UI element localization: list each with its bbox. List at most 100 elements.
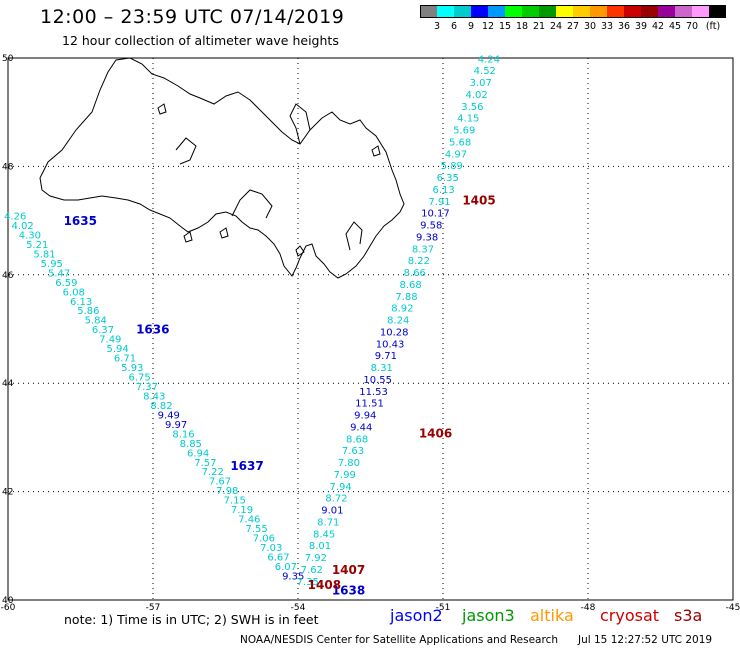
legend-swatch xyxy=(692,5,709,18)
pass-time-label: 1407 xyxy=(332,563,365,577)
wave-height-value: 4.02 xyxy=(11,221,33,232)
legend-swatch xyxy=(607,5,624,18)
generated-timestamp: Jul 15 12:27:52 UTC 2019 xyxy=(578,634,713,646)
wave-height-value: 4.30 xyxy=(19,231,41,242)
wave-height-value: 4.02 xyxy=(465,90,487,101)
coastline-inlet-4 xyxy=(175,137,197,165)
wave-height-value: 6.35 xyxy=(437,173,459,184)
wave-height-value: 5.81 xyxy=(33,249,55,260)
wave-height-value: 7.98 xyxy=(216,486,238,497)
wave-height-value: 9.49 xyxy=(158,410,180,421)
legend-label: 9 xyxy=(467,21,475,32)
wave-height-value: 5.21 xyxy=(26,240,48,251)
satellite-jason2: jason2 xyxy=(390,606,443,625)
map-title: 12:00 – 23:59 UTC 07/14/2019 xyxy=(40,6,345,28)
wave-height-value: 6.75 xyxy=(128,373,150,384)
legend-label: 24 xyxy=(549,21,563,32)
legend-label: 45 xyxy=(668,21,682,32)
longitude-label: -45 xyxy=(726,603,740,613)
legend-swatch xyxy=(675,5,692,18)
wave-height-value: 5.69 xyxy=(453,126,475,137)
pass-time-label: 1408 xyxy=(308,578,341,592)
wave-height-value: 6.37 xyxy=(92,325,114,336)
wave-height-value: 5.93 xyxy=(121,363,143,374)
wave-height-value: 6.13 xyxy=(70,297,92,308)
legend-swatch xyxy=(573,5,590,18)
wave-height-value: 6.59 xyxy=(55,278,77,289)
legend-label: 70 xyxy=(685,21,699,32)
legend-swatch xyxy=(709,5,726,18)
longitude-label: -60 xyxy=(1,603,16,613)
satellite-cryosat: cryosat xyxy=(600,606,660,625)
legend-label: 36 xyxy=(617,21,631,32)
wave-height-value: 11.51 xyxy=(355,399,384,410)
wave-height-value: 10.17 xyxy=(421,209,450,220)
wave-height-value: 10.55 xyxy=(363,375,392,386)
wave-height-value: 7.03 xyxy=(260,543,282,554)
wave-height-value: 7.80 xyxy=(338,458,360,469)
wave-height-value: 3.07 xyxy=(470,78,492,89)
wave-height-value: 5.47 xyxy=(48,268,70,279)
legend-label: 42 xyxy=(651,21,665,32)
newfoundland-coastline xyxy=(39,57,405,279)
legend-label: 33 xyxy=(600,21,614,32)
legend-swatch xyxy=(437,5,454,18)
legend-unit: (ft) xyxy=(705,21,721,32)
legend-label: 21 xyxy=(532,21,546,32)
wave-height-value: 9.35 xyxy=(282,571,304,582)
wave-height-value: 9.38 xyxy=(416,233,438,244)
legend-label: 12 xyxy=(481,21,495,32)
legend-swatch xyxy=(658,5,675,18)
wave-height-value: 8.68 xyxy=(346,434,368,445)
wave-height-value: 11.53 xyxy=(359,387,388,398)
wave-height-value: 7.92 xyxy=(305,553,327,564)
pass-time-label: 1405 xyxy=(462,193,495,207)
coastline-inlet-1 xyxy=(289,103,311,145)
latitude-label: 50 xyxy=(2,54,14,64)
legend-swatch xyxy=(454,5,471,18)
wave-height-value: 7.88 xyxy=(395,292,417,303)
satellite-jason3: jason3 xyxy=(462,606,515,625)
wave-height-value: 8.45 xyxy=(313,529,335,540)
coastline-inlet-2 xyxy=(231,189,273,219)
wave-height-value: 5.86 xyxy=(77,306,99,317)
wave-height-value: 7.15 xyxy=(224,496,246,507)
wave-height-value: 9.01 xyxy=(321,506,343,517)
pass-time-label: 1637 xyxy=(230,459,263,473)
wave-height-value: 7.49 xyxy=(99,335,121,346)
legend-label: 18 xyxy=(515,21,529,32)
legend-swatch xyxy=(624,5,641,18)
wave-height-value: 6.13 xyxy=(432,185,454,196)
wave-height-value: 8.82 xyxy=(150,401,172,412)
legend-label: 3 xyxy=(433,21,441,32)
wave-height-value: 7.63 xyxy=(342,446,364,457)
wave-height-value: 7.37 xyxy=(136,382,158,393)
latitude-label: 48 xyxy=(2,162,14,172)
longitude-label: -57 xyxy=(146,603,161,613)
map-subtitle: 12 hour collection of altimeter wave hei… xyxy=(62,33,339,48)
graticule xyxy=(7,57,734,601)
longitude-label: -54 xyxy=(291,603,306,613)
wave-height-value: 7.67 xyxy=(209,477,231,488)
coastline-islands xyxy=(157,103,381,257)
wave-height-value: 7.35 xyxy=(297,577,319,588)
wave-height-value: 8.66 xyxy=(404,268,426,279)
legend-swatch xyxy=(556,5,573,18)
newfoundland-island xyxy=(39,57,405,279)
wave-height-value: 3.56 xyxy=(461,102,483,113)
wave-height-value: 6.08 xyxy=(63,287,85,298)
wave-height-value: 9.58 xyxy=(420,221,442,232)
wave-height-value: 5.95 xyxy=(41,259,63,270)
wave-height-value: 5.84 xyxy=(85,316,107,327)
legend-label: 30 xyxy=(583,21,597,32)
wave-height-value: 8.85 xyxy=(180,439,202,450)
pass-time-label: 1638 xyxy=(332,584,365,598)
wave-height-value: 4.15 xyxy=(457,114,479,125)
wave-height-value: 7.55 xyxy=(245,524,267,535)
wave-height-value: 7.46 xyxy=(238,515,260,526)
pass-time-label: 1406 xyxy=(419,426,452,440)
longitude-label: -51 xyxy=(436,603,451,613)
wave-height-value: 8.68 xyxy=(399,280,421,291)
